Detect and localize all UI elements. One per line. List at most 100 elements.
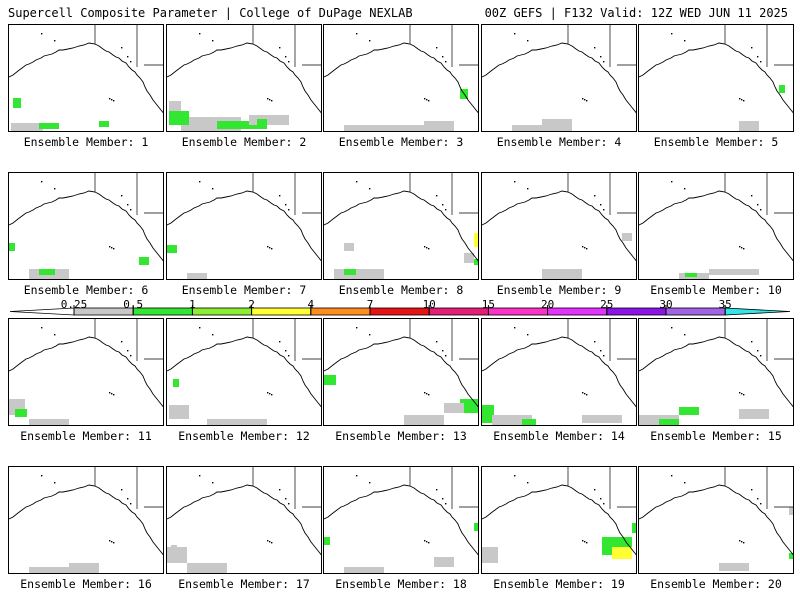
island bbox=[741, 99, 743, 101]
island bbox=[757, 350, 759, 352]
coastline bbox=[482, 190, 636, 262]
scp-contour-area bbox=[169, 111, 189, 125]
island bbox=[436, 195, 438, 197]
island bbox=[671, 327, 673, 329]
scp-contour-area bbox=[522, 419, 536, 425]
map-svg bbox=[639, 173, 793, 279]
island bbox=[41, 181, 43, 183]
map-svg bbox=[482, 25, 636, 131]
map-svg bbox=[324, 319, 478, 425]
ensemble-panel-map bbox=[8, 24, 164, 132]
island bbox=[267, 540, 269, 542]
ensemble-member-number: 3 bbox=[456, 135, 464, 149]
island bbox=[426, 247, 428, 249]
island bbox=[127, 204, 129, 206]
ensemble-member-label: Ensemble Member: 15 bbox=[637, 429, 795, 443]
map-svg bbox=[167, 319, 321, 425]
ensemble-panel-map bbox=[638, 24, 794, 132]
island bbox=[582, 540, 584, 542]
ensemble-panel-map bbox=[323, 172, 479, 280]
coastline bbox=[324, 42, 478, 114]
island bbox=[527, 40, 529, 42]
scp-contour-area bbox=[139, 257, 149, 265]
scp-contour-area bbox=[719, 563, 749, 571]
island bbox=[684, 482, 686, 484]
island bbox=[369, 40, 371, 42]
political-border bbox=[94, 173, 163, 215]
ensemble-member-label: Ensemble Member: 18 bbox=[322, 577, 480, 591]
ensemble-member-prefix: Ensemble Member: bbox=[178, 429, 290, 443]
scp-contour-area bbox=[464, 253, 474, 263]
island bbox=[424, 540, 426, 542]
colorbar-label: 30 bbox=[659, 298, 673, 311]
island bbox=[741, 393, 743, 395]
colorbar-segment bbox=[606, 307, 667, 316]
island bbox=[212, 40, 214, 42]
island bbox=[600, 350, 602, 352]
ensemble-member-label: Ensemble Member: 16 bbox=[7, 577, 165, 591]
coastline bbox=[639, 190, 793, 262]
island bbox=[442, 56, 444, 58]
island bbox=[356, 181, 358, 183]
scp-contour-area bbox=[632, 523, 636, 533]
island bbox=[442, 204, 444, 206]
colorbar-label: 0.25 bbox=[60, 298, 88, 311]
island bbox=[356, 327, 358, 329]
scp-contour-area bbox=[404, 415, 444, 425]
island bbox=[111, 99, 113, 101]
island bbox=[739, 540, 741, 542]
island bbox=[121, 341, 123, 343]
island bbox=[684, 334, 686, 336]
political-border bbox=[409, 467, 478, 509]
map-svg bbox=[639, 319, 793, 425]
ensemble-member-label: Ensemble Member: 11 bbox=[7, 429, 165, 443]
island bbox=[739, 98, 741, 100]
political-border bbox=[724, 173, 793, 215]
island bbox=[743, 394, 745, 396]
ensemble-member-prefix: Ensemble Member: bbox=[496, 283, 608, 297]
ensemble-panel-map bbox=[481, 318, 637, 426]
island bbox=[212, 188, 214, 190]
scp-contour-area bbox=[344, 567, 384, 573]
ensemble-member-number: 11 bbox=[137, 429, 152, 443]
scp-contour-area bbox=[474, 259, 478, 265]
coastline bbox=[9, 336, 163, 408]
ensemble-member-label: Ensemble Member: 7 bbox=[165, 283, 323, 297]
island bbox=[424, 392, 426, 394]
island bbox=[684, 40, 686, 42]
scp-contour-area bbox=[739, 409, 769, 419]
island bbox=[600, 56, 602, 58]
ensemble-member-label: Ensemble Member: 14 bbox=[480, 429, 638, 443]
colorbar-label: 4 bbox=[307, 298, 315, 311]
map-svg bbox=[167, 173, 321, 279]
island bbox=[445, 503, 447, 505]
ensemble-panel-map bbox=[481, 466, 637, 574]
island bbox=[741, 247, 743, 249]
island bbox=[41, 327, 43, 329]
island bbox=[113, 100, 115, 102]
island bbox=[603, 209, 605, 211]
ensemble-member-label: Ensemble Member: 12 bbox=[165, 429, 323, 443]
scp-contour-area bbox=[169, 405, 189, 419]
map-svg bbox=[9, 173, 163, 279]
political-border bbox=[724, 25, 793, 67]
island bbox=[269, 393, 271, 395]
island bbox=[127, 56, 129, 58]
ensemble-member-number: 13 bbox=[452, 429, 467, 443]
island bbox=[199, 475, 201, 477]
island bbox=[111, 541, 113, 543]
scp-contour-area bbox=[789, 553, 793, 559]
island bbox=[199, 181, 201, 183]
island bbox=[603, 355, 605, 357]
ensemble-member-prefix: Ensemble Member: bbox=[650, 577, 762, 591]
island bbox=[109, 540, 111, 542]
island bbox=[199, 33, 201, 35]
coastline bbox=[482, 484, 636, 556]
scp-contour-area bbox=[659, 419, 679, 425]
island bbox=[54, 482, 56, 484]
island bbox=[436, 489, 438, 491]
ensemble-member-label: Ensemble Member: 4 bbox=[480, 135, 638, 149]
coastline bbox=[324, 190, 478, 262]
header-title: Supercell Composite Parameter | College … bbox=[8, 6, 413, 20]
island bbox=[584, 247, 586, 249]
